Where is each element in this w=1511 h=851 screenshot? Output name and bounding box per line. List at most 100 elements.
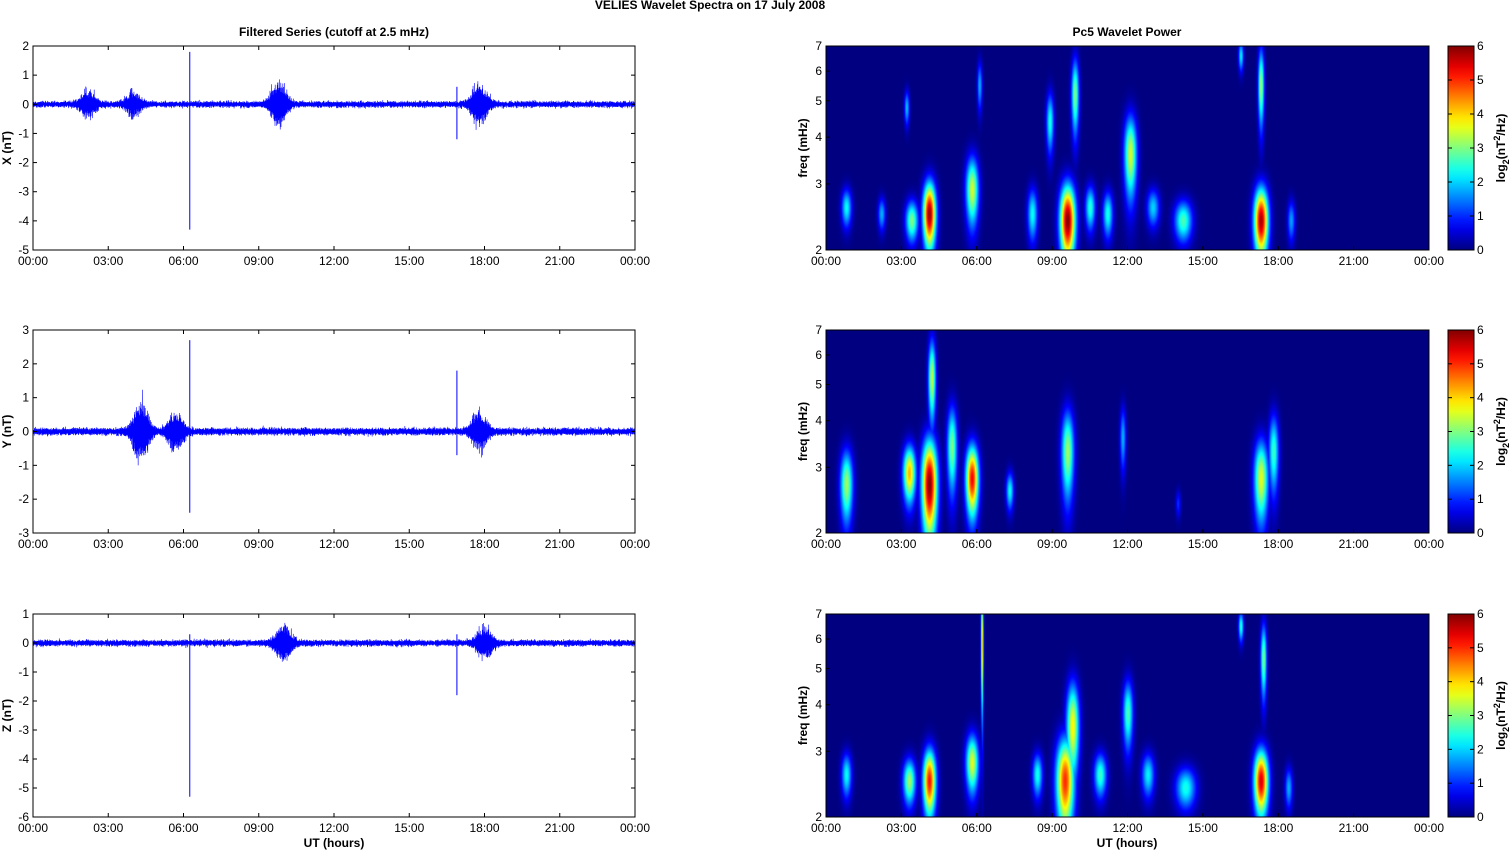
y-tick-label: 4 [815,414,822,428]
x-tick-label: 21:00 [1339,254,1369,268]
y-axis-label: Z (nT) [0,699,14,732]
colorbar-tick-label: 5 [1477,357,1484,371]
colorbar-tick-label: 0 [1477,243,1484,257]
right-x-axis-label: UT (hours) [1097,836,1158,850]
y-axis-label: Y (nT) [0,415,14,449]
x-tick-label: 12:00 [1112,537,1142,551]
x-tick-label: 00:00 [620,537,650,551]
time-series-panel-2: -3 -2 -1 0 1 2 3 00:00 03:00 06:00 09:00 12:00 15:00… [0,323,650,551]
colorbar-tick-label: 4 [1477,675,1484,689]
x-tick-label: 21:00 [1339,821,1369,835]
y-axis-label: freq (mHz) [796,118,810,177]
y-tick-label: 0 [22,425,29,439]
y-tick-label: 3 [815,460,822,474]
x-tick-label: 18:00 [469,821,499,835]
y-tick-label: 0 [22,636,29,650]
y-tick-label: -4 [18,752,29,766]
spectrogram-image [826,614,1429,817]
series-line [32,389,636,466]
colorbar-tick-label: 1 [1477,776,1484,790]
colorbar [1447,45,1475,251]
x-tick-label: 06:00 [168,821,198,835]
series-line [32,622,636,662]
y-tick-label: -2 [18,156,29,170]
colorbar-tick-label: 2 [1477,175,1484,189]
x-tick-label: 15:00 [394,821,424,835]
axes-box [32,45,636,251]
x-tick-label: 00:00 [18,821,48,835]
y-tick-label: 6 [815,64,822,78]
y-tick-label: 7 [815,607,822,621]
colorbar-tick-label: 6 [1477,323,1484,337]
x-tick-label: 18:00 [1263,537,1293,551]
time-series-panel-1: -5 -4 -3 -2 -1 0 1 2 00:00 03:00 06:00 09:00 12:00 15… [0,39,650,268]
y-tick-label: 6 [815,632,822,646]
x-tick-label: 21:00 [545,254,575,268]
x-tick-label: 15:00 [1188,537,1218,551]
x-tick-label: 18:00 [1263,821,1293,835]
x-tick-label: 00:00 [811,821,841,835]
y-tick-label: 2 [815,810,822,824]
y-tick-label: 3 [815,177,822,191]
x-tick-label: 09:00 [244,254,274,268]
x-tick-label: 12:00 [319,254,349,268]
colorbar-tick-label: 3 [1477,141,1484,155]
x-tick-label: 06:00 [962,537,992,551]
colorbar-tick-label: 2 [1477,742,1484,756]
spectrogram-panel-2: 2 3 4 5 6 7 00:00 03:00 06:00 09:00 12:00 15:00 18:0… [796,323,1511,551]
colorbar-tick-label: 6 [1477,39,1484,53]
colorbar-tick-label: 3 [1477,709,1484,723]
x-tick-label: 09:00 [1037,537,1067,551]
x-tick-label: 03:00 [93,821,123,835]
x-tick-label: 09:00 [1037,254,1067,268]
y-axis-label: X (nT) [0,131,14,165]
x-tick-label: 12:00 [1112,254,1142,268]
x-tick-label: 00:00 [18,254,48,268]
x-tick-label: 15:00 [1188,821,1218,835]
colorbar-tick-label: 3 [1477,425,1484,439]
x-tick-label: 12:00 [319,537,349,551]
series-line [32,79,636,130]
colorbar-tick-label: 0 [1477,810,1484,824]
y-tick-label: 4 [815,698,822,712]
y-tick-label: 3 [815,744,822,758]
x-tick-label: 06:00 [168,254,198,268]
spectrogram-image [826,46,1429,250]
x-tick-label: 03:00 [93,254,123,268]
y-tick-label: -5 [18,781,29,795]
y-tick-label: 2 [815,243,822,257]
x-tick-label: 00:00 [620,254,650,268]
x-tick-label: 03:00 [886,254,916,268]
colorbar-tick-label: 1 [1477,209,1484,223]
y-tick-label: 7 [815,39,822,53]
spectrogram-image [826,330,1429,533]
x-tick-label: 18:00 [1263,254,1293,268]
x-tick-label: 03:00 [886,821,916,835]
x-tick-label: 18:00 [469,537,499,551]
spectrogram-panel-1: 2 3 4 5 6 7 00:00 03:00 06:00 09:00 12:00 15:00 18:0… [796,39,1511,268]
y-axis-label: freq (mHz) [796,686,810,745]
right-column-title: Pc5 Wavelet Power [1073,25,1182,39]
y-tick-label: 3 [22,323,29,337]
y-tick-label: -3 [18,526,29,540]
y-tick-label: -1 [18,458,29,472]
y-tick-label: -6 [18,810,29,824]
y-tick-label: -5 [18,243,29,257]
colorbar-tick-label: 0 [1477,526,1484,540]
x-tick-label: 06:00 [962,254,992,268]
y-tick-label: 5 [815,378,822,392]
y-tick-label: -1 [18,126,29,140]
x-tick-label: 21:00 [545,537,575,551]
x-tick-label: 00:00 [1414,254,1444,268]
x-tick-label: 18:00 [469,254,499,268]
y-tick-label: 6 [815,348,822,362]
figure-title: VELIES Wavelet Spectra on 17 July 2008 [595,0,826,12]
x-tick-label: 06:00 [962,821,992,835]
x-tick-label: 03:00 [93,537,123,551]
colorbar-tick-label: 6 [1477,607,1484,621]
x-tick-label: 00:00 [18,537,48,551]
colorbar-tick-label: 5 [1477,641,1484,655]
y-tick-label: 4 [815,130,822,144]
